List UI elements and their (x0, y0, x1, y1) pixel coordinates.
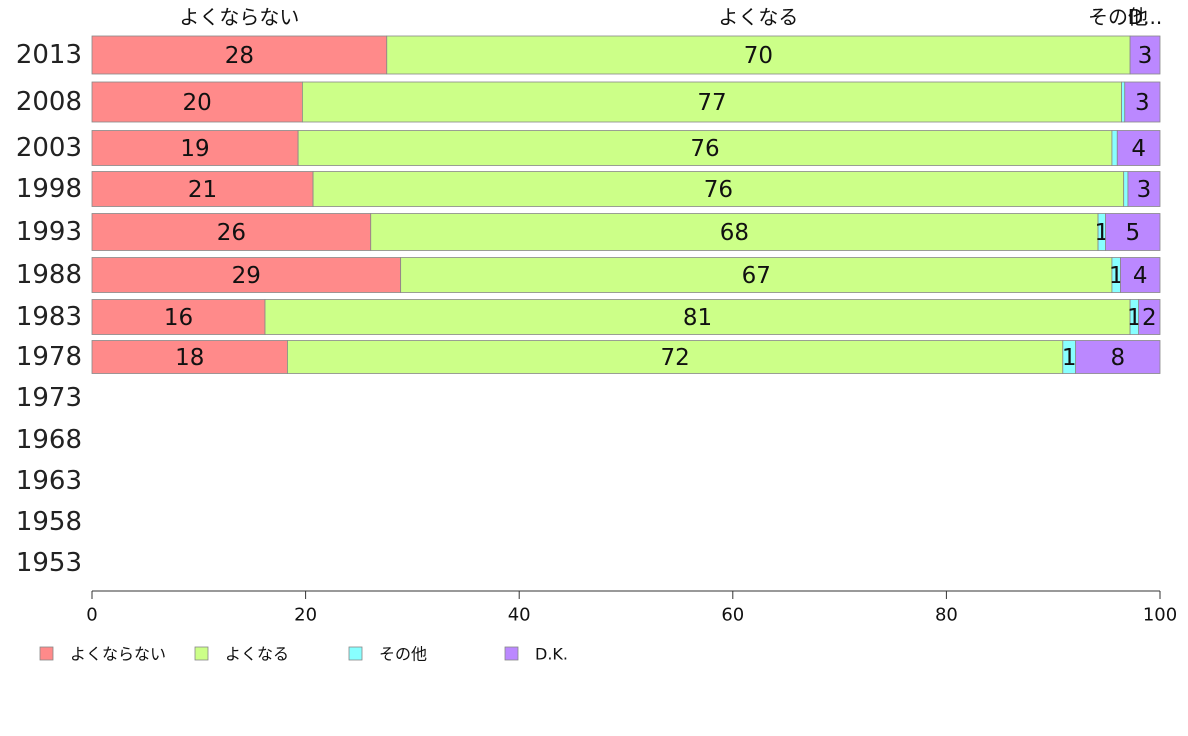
data-label-2003-0: 19 (180, 136, 209, 162)
bar-segment-1988-0 (91, 257, 402, 293)
top-label-0: よくならない (179, 5, 299, 29)
year-label-2008: 2008 (16, 87, 82, 117)
data-label-1993-1: 68 (720, 220, 749, 246)
data-label-1978-2: 1 (1062, 345, 1077, 371)
bar-segment-1983-0 (91, 299, 266, 335)
x-tick-label-100: 100 (1143, 605, 1177, 626)
legend-swatch-2 (348, 646, 363, 661)
data-label-1998-1: 76 (704, 177, 733, 203)
bar-segment-1993-1 (370, 213, 1099, 251)
x-tick-label-80: 80 (935, 605, 958, 626)
legend-label-3: D.K. (535, 645, 568, 664)
bar-segment-2003-0 (91, 130, 299, 166)
year-label-1953: 1953 (16, 548, 82, 578)
x-tick-label-60: 60 (721, 605, 744, 626)
year-label-1968: 1968 (16, 425, 82, 455)
year-label-1973: 1973 (16, 383, 82, 413)
bar-segment-1998-2 (1123, 171, 1129, 207)
data-label-2013-3: 3 (1138, 43, 1153, 69)
bar-segment-1988-1 (400, 257, 1113, 293)
bar-segment-1983-3 (1138, 299, 1161, 335)
data-label-1993-0: 26 (217, 220, 246, 246)
data-label-2008-3: 3 (1135, 90, 1150, 116)
data-label-2008-1: 77 (697, 90, 726, 116)
bar-segment-1983-1 (264, 299, 1131, 335)
legend: よくならない よくなる その他 D.K. (39, 645, 568, 664)
x-tick-label-20: 20 (294, 605, 317, 626)
bar-segment-1998-0 (91, 171, 314, 207)
bar-segment-1978-1 (287, 340, 1064, 374)
legend-label-2: その他 (379, 645, 427, 664)
bar-segment-2003-1 (297, 130, 1113, 166)
bar-segment-2013-1 (386, 35, 1131, 75)
year-label-2013: 2013 (16, 40, 82, 70)
bar-segment-2003-2 (1111, 130, 1118, 166)
data-label-1978-1: 72 (660, 345, 689, 371)
bar-segment-1993-0 (91, 213, 372, 251)
bar-segment-2008-3 (1124, 81, 1161, 123)
data-label-2008-0: 20 (183, 90, 212, 116)
data-label-1983-2: 1 (1127, 305, 1142, 331)
year-axis-labels: 2013 2008 2003 1998 1993 1988 1983 1978 1973 1968… (16, 40, 82, 578)
data-label-1988-3: 4 (1133, 263, 1148, 289)
bar-segment-1978-3 (1075, 340, 1161, 374)
bar-segment-2008-2 (1121, 81, 1126, 123)
year-label-1958: 1958 (16, 507, 82, 537)
x-axis: 0 20 40 60 80 100 (86, 590, 1177, 626)
year-label-1983: 1983 (16, 302, 82, 332)
bar-segment-1998-3 (1127, 171, 1161, 207)
data-label-1983-3: 2 (1142, 305, 1157, 331)
data-label-1998-0: 21 (188, 177, 217, 203)
data-label-1988-0: 29 (232, 263, 261, 289)
data-label-2003-1: 76 (690, 136, 719, 162)
legend-swatch-1 (194, 646, 209, 661)
year-label-1978: 1978 (16, 342, 82, 372)
data-label-1978-3: 8 (1110, 345, 1125, 371)
bar-area: 28 70 320 77 319 76 421 76 326 68 1 529 67 1 416 81 1 218… (91, 35, 1161, 374)
year-label-1988: 1988 (16, 260, 82, 290)
year-label-1963: 1963 (16, 466, 82, 496)
x-tick-label-40: 40 (508, 605, 531, 626)
data-label-2013-1: 70 (744, 43, 773, 69)
year-label-1998: 1998 (16, 174, 82, 204)
data-label-1988-2: 1 (1109, 263, 1124, 289)
data-label-2003-3: 4 (1131, 136, 1146, 162)
data-label-1983-1: 81 (683, 305, 712, 331)
data-label-1998-3: 3 (1137, 177, 1152, 203)
year-label-1993: 1993 (16, 217, 82, 247)
bar-segment-2013-3 (1129, 35, 1161, 75)
legend-swatch-3 (504, 646, 519, 661)
data-label-2013-0: 28 (225, 43, 254, 69)
bar-segment-2003-3 (1116, 130, 1161, 166)
year-label-2003: 2003 (16, 133, 82, 163)
bar-segment-1988-3 (1120, 257, 1161, 293)
x-tick-label-0: 0 (86, 605, 97, 626)
top-series-labels: よくならない よくなる その他D... (179, 5, 1162, 29)
data-label-1978-0: 18 (175, 345, 204, 371)
legend-label-0: よくならない (70, 645, 166, 664)
data-label-1993-3: 5 (1125, 220, 1140, 246)
data-label-1988-1: 67 (742, 263, 771, 289)
bar-segment-2008-0 (91, 81, 303, 123)
bar-segment-1993-3 (1105, 213, 1161, 251)
legend-label-1: よくなる (225, 645, 289, 664)
bar-segment-2008-1 (301, 81, 1122, 123)
top-label-1: よくなる (718, 5, 798, 29)
top-label-2: その他 (1088, 5, 1148, 29)
data-label-1983-0: 16 (164, 305, 193, 331)
legend-swatch-0 (39, 646, 54, 661)
bar-segment-2013-0 (91, 35, 388, 75)
top-label-3: D... (1128, 5, 1162, 29)
